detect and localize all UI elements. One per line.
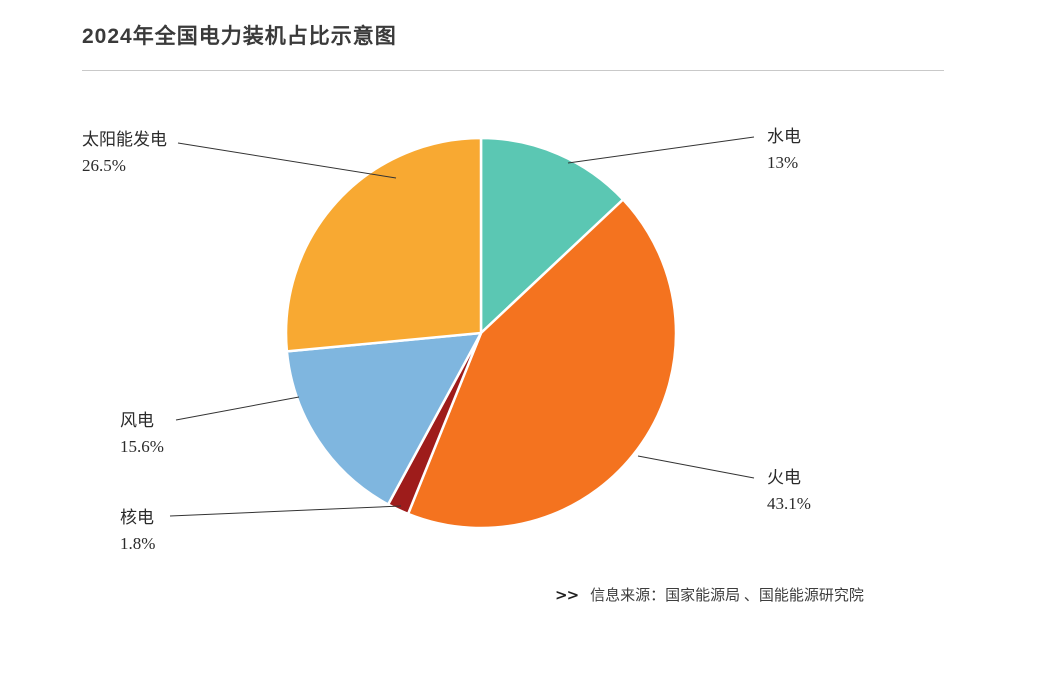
source-note: >> 信息来源：国家能源局 、国能能源研究院 [555, 584, 864, 605]
slice-label-thermal-value: 43.1% [767, 494, 811, 513]
pie-slice-hydro [479, 136, 625, 335]
leader-line-thermal [637, 455, 755, 479]
title-divider [82, 70, 944, 71]
leader-lines [169, 136, 755, 517]
source-marker-icon: >> [555, 586, 579, 604]
pie-slices [284, 136, 678, 530]
chart-title: 2024年全国电力装机占比示意图 [82, 25, 397, 48]
slice-label-nuclear-value: 1.8% [120, 534, 156, 553]
slice-label-hydro-value: 13% [767, 153, 799, 172]
slice-label-hydro: 水电 13% [767, 124, 801, 176]
leader-line-nuclear [169, 505, 402, 517]
pie-slice-solar [284, 136, 483, 353]
slice-label-wind-name: 风电 [120, 411, 154, 430]
slice-label-thermal-name: 火电 [767, 468, 801, 487]
leader-line-solar [177, 142, 397, 179]
slice-label-solar: 太阳能发电 26.5% [82, 127, 167, 179]
slice-label-hydro-name: 水电 [767, 127, 801, 146]
slice-label-nuclear-name: 核电 [120, 508, 154, 527]
slice-label-wind: 风电 15.6% [120, 408, 164, 460]
pie-slice-thermal [406, 198, 678, 530]
slice-label-solar-value: 26.5% [82, 156, 126, 175]
slice-label-nuclear: 核电 1.8% [120, 505, 155, 557]
leader-line-wind [175, 396, 300, 421]
slice-label-wind-value: 15.6% [120, 437, 164, 456]
leader-line-hydro [567, 136, 755, 164]
source-text: 信息来源：国家能源局 、国能能源研究院 [590, 588, 864, 604]
slice-label-thermal: 火电 43.1% [767, 465, 811, 517]
pie-slice-wind [285, 331, 483, 506]
slice-label-solar-name: 太阳能发电 [82, 130, 167, 149]
